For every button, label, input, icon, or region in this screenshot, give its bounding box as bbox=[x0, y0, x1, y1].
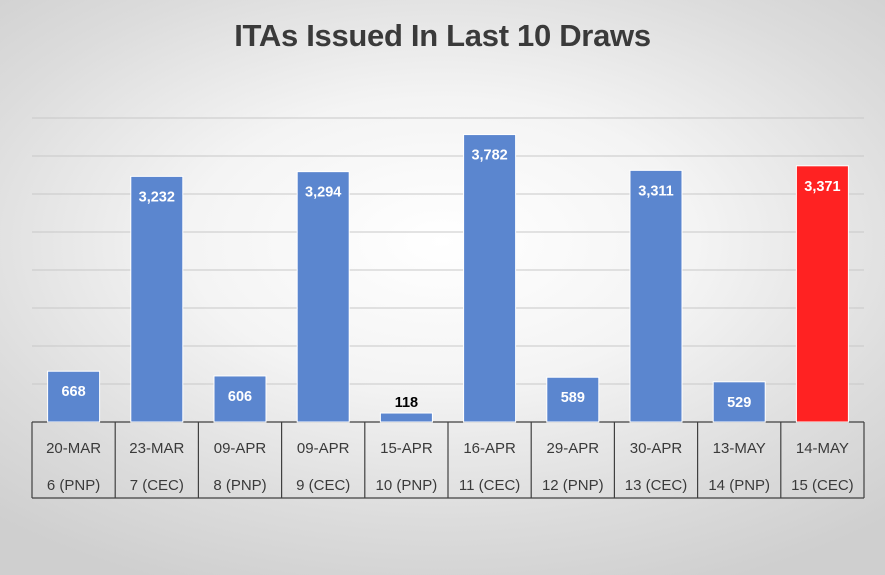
bar bbox=[795, 165, 849, 423]
category-draw-label: 11 (CEC) bbox=[459, 477, 520, 494]
category-draw-label: 14 (PNP) bbox=[708, 477, 770, 494]
category-date-label: 15-APR bbox=[380, 440, 433, 457]
category-date-label: 29-APR bbox=[547, 440, 600, 457]
category-date-label: 30-APR bbox=[630, 440, 683, 457]
category-date-label: 09-APR bbox=[297, 440, 350, 457]
category-draw-label: 6 (PNP) bbox=[47, 477, 100, 494]
data-label: 668 bbox=[61, 384, 85, 400]
bar bbox=[296, 171, 350, 423]
category-date-label: 23-MAR bbox=[129, 440, 184, 457]
category-draw-label: 15 (CEC) bbox=[791, 477, 854, 494]
data-label: 3,232 bbox=[139, 189, 175, 205]
bar bbox=[379, 412, 433, 423]
chart-title: ITAs Issued In Last 10 Draws bbox=[234, 18, 651, 53]
data-label: 118 bbox=[395, 395, 418, 411]
category-date-label: 20-MAR bbox=[46, 440, 101, 457]
category-date-label: 14-MAY bbox=[796, 440, 849, 457]
bar bbox=[463, 134, 517, 423]
category-draw-label: 9 (CEC) bbox=[296, 477, 350, 494]
data-label: 606 bbox=[228, 389, 252, 405]
category-date-label: 13-MAY bbox=[713, 440, 766, 457]
bar bbox=[712, 381, 766, 423]
data-label: 3,782 bbox=[471, 148, 507, 164]
category-draw-label: 8 (PNP) bbox=[213, 477, 266, 494]
bar bbox=[629, 169, 683, 423]
data-label: 589 bbox=[561, 390, 585, 406]
category-draw-label: 13 (CEC) bbox=[625, 477, 688, 494]
category-draw-label: 12 (PNP) bbox=[542, 477, 604, 494]
data-label: 3,311 bbox=[638, 183, 674, 199]
data-label: 3,294 bbox=[305, 185, 341, 201]
bar bbox=[130, 175, 184, 423]
category-draw-label: 7 (CEC) bbox=[130, 477, 184, 494]
bar bbox=[546, 376, 600, 423]
data-label: 3,371 bbox=[804, 179, 840, 195]
category-draw-label: 10 (PNP) bbox=[376, 477, 438, 494]
bar bbox=[47, 370, 101, 423]
category-date-label: 16-APR bbox=[463, 440, 516, 457]
bar bbox=[213, 375, 267, 423]
data-label: 529 bbox=[727, 395, 751, 411]
category-date-label: 09-APR bbox=[214, 440, 267, 457]
